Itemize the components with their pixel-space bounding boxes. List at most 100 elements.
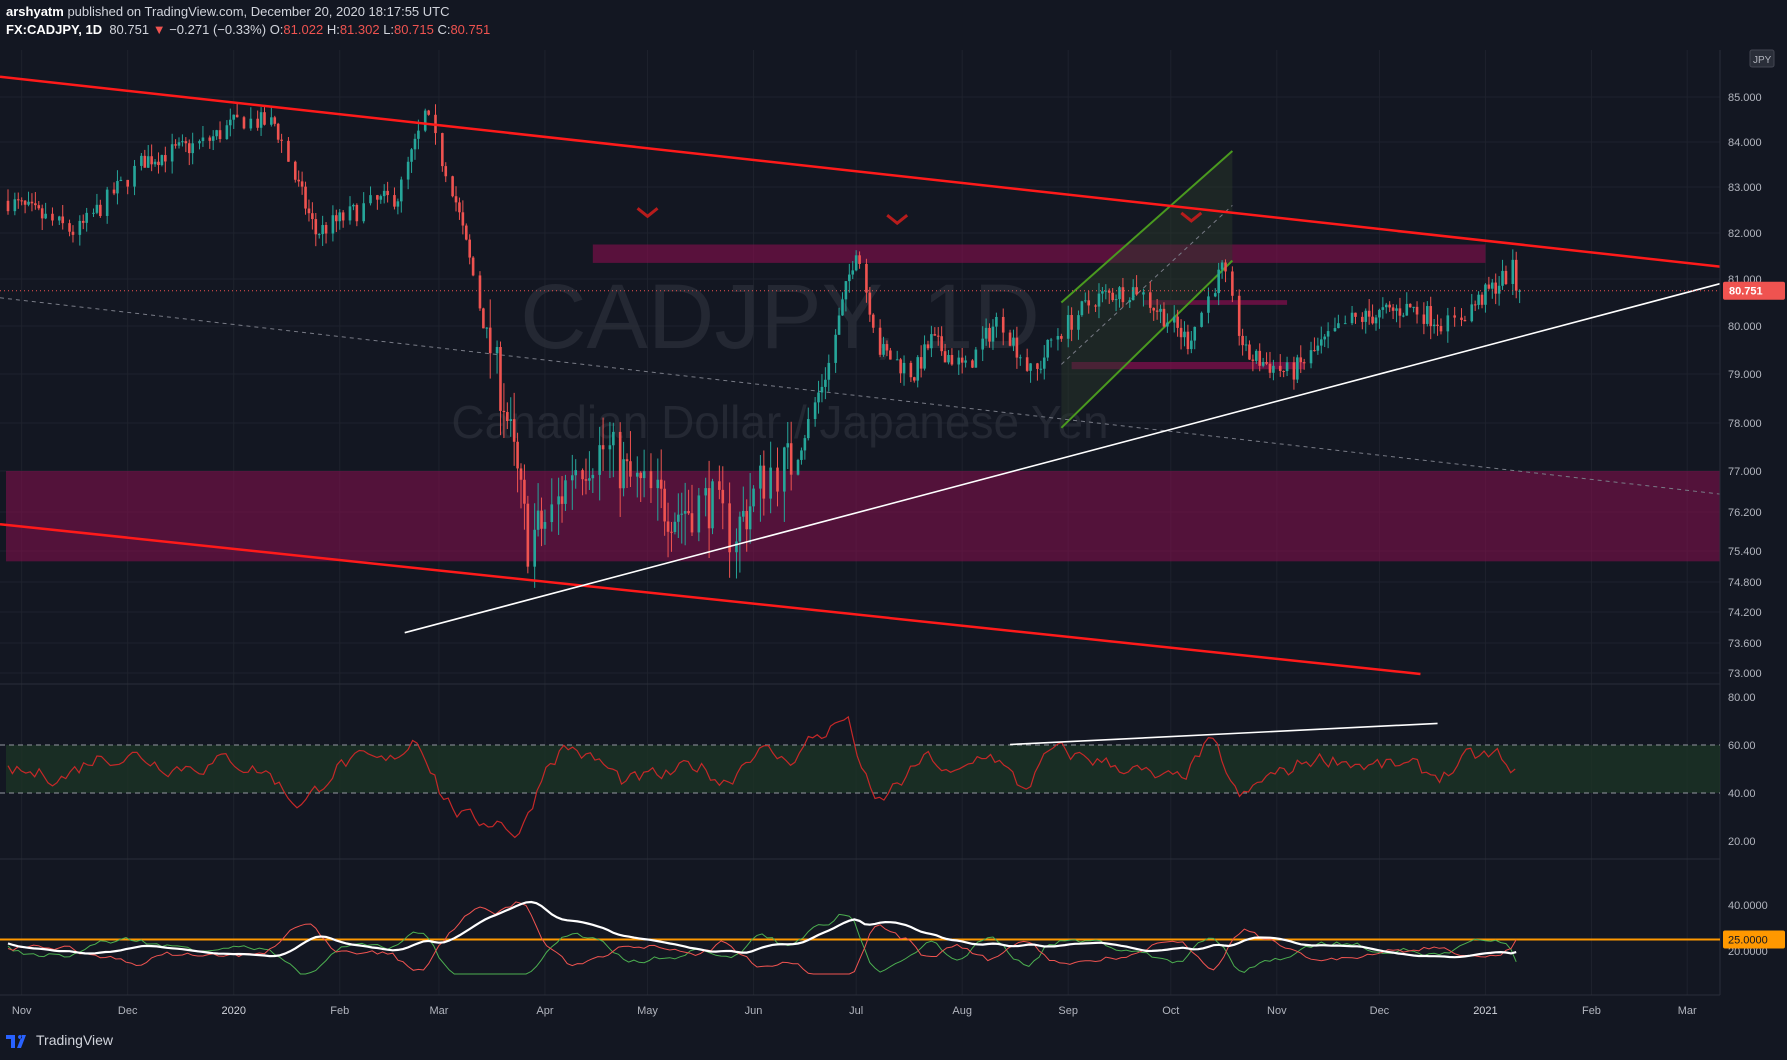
minor-zone: [1143, 300, 1288, 305]
candle-body: [776, 467, 779, 492]
price-tick-label: 85.000: [1728, 92, 1762, 104]
candle-body: [423, 110, 427, 131]
candle-body: [516, 441, 519, 469]
candle-body: [1415, 306, 1419, 315]
candle-body: [1354, 312, 1357, 317]
candle-body: [1278, 365, 1282, 371]
candle-body: [146, 156, 150, 168]
candle-body: [99, 204, 102, 216]
candle-body: [1490, 282, 1494, 289]
candle-body: [478, 275, 482, 309]
candle-body: [1179, 327, 1183, 338]
candle-body: [940, 336, 943, 352]
candle-body: [1285, 362, 1289, 372]
candle-body: [1364, 310, 1368, 322]
candle-body: [844, 281, 848, 300]
candle-body: [639, 472, 642, 479]
candle-body: [461, 212, 465, 226]
candle-body: [574, 470, 578, 476]
price-tick-label: 76.200: [1728, 507, 1762, 519]
candle-body: [1244, 344, 1248, 346]
candle-body: [889, 350, 892, 360]
candle-body: [324, 225, 328, 234]
candle-body: [1131, 287, 1135, 301]
candle-body: [242, 117, 246, 129]
candle-body: [1172, 316, 1176, 323]
candle-body: [1412, 306, 1415, 308]
resistance-zone: [592, 244, 1486, 263]
chart-canvas[interactable]: CADJPY, 1D Canadian Dollar / Japanese Yen…: [0, 0, 1787, 1030]
candle-body: [259, 112, 263, 128]
candle-body: [293, 161, 297, 180]
footer-brand-label: TradingView: [36, 1032, 114, 1048]
candle-body: [44, 213, 47, 219]
candle-body: [789, 443, 793, 475]
candle-body: [960, 357, 964, 363]
candle-body: [417, 130, 420, 139]
candle-body: [444, 166, 448, 177]
candle-body: [680, 513, 684, 515]
candle-body: [728, 503, 731, 553]
candle-body: [930, 334, 933, 349]
candle-body: [174, 144, 177, 146]
candle-body: [1231, 271, 1234, 296]
candle-body: [670, 531, 673, 533]
candle-body: [1039, 368, 1043, 370]
candle-body: [396, 201, 400, 207]
channel-lower: [1060, 259, 1234, 429]
candle-body: [119, 179, 123, 182]
time-tick-label: Nov: [1267, 1005, 1287, 1017]
candle-body: [201, 137, 205, 142]
support-zone: [6, 471, 1720, 562]
candle-body: [803, 438, 807, 451]
candle-body: [1408, 303, 1412, 308]
oscillator-line: [7, 715, 1516, 839]
candle-body: [1060, 336, 1063, 339]
adx-line: [7, 900, 1517, 959]
candle-body: [885, 344, 889, 351]
candle-body: [393, 195, 396, 207]
candle-body: [690, 513, 694, 533]
channel-upper: [1060, 150, 1234, 304]
candle-body: [1049, 339, 1053, 341]
candle-body: [540, 510, 543, 529]
candle-body: [748, 506, 752, 530]
candle-body: [427, 110, 430, 115]
candle-body: [1213, 293, 1217, 297]
candle-body: [1142, 292, 1145, 295]
footer-brand[interactable]: TradingView: [6, 1032, 113, 1048]
time-tick-label: Apr: [536, 1005, 553, 1017]
candle-body: [618, 431, 622, 489]
candle-body: [1261, 362, 1265, 366]
candle-body: [1121, 287, 1125, 303]
candle-body: [1367, 310, 1371, 317]
candle-body: [1070, 315, 1073, 330]
candle-body: [454, 196, 458, 203]
candle-body: [848, 274, 851, 282]
time-tick-label: Dec: [1370, 1005, 1390, 1017]
candle-body: [352, 204, 355, 207]
candle-body: [1384, 304, 1388, 308]
candle-body: [58, 216, 61, 221]
symbol-label[interactable]: FX:CADJPY, 1D: [6, 22, 103, 37]
candle-body: [40, 208, 44, 219]
candle-body: [495, 346, 499, 354]
candle-body: [933, 334, 937, 336]
candle-body: [533, 529, 536, 567]
candle-body: [943, 351, 947, 363]
candle-body: [841, 299, 844, 316]
candle-body: [1128, 300, 1132, 303]
candle-body: [68, 223, 71, 232]
candle-body: [191, 143, 194, 154]
upper-red-trendline: [0, 75, 1721, 268]
candle-body: [441, 133, 444, 167]
candle-body: [215, 130, 218, 137]
candle-body: [307, 208, 311, 214]
candle-body: [673, 521, 677, 532]
candle-body: [386, 190, 389, 196]
candle-body: [1077, 315, 1080, 330]
candle-body: [61, 216, 65, 224]
candle-body: [502, 410, 506, 413]
candle-body: [116, 181, 119, 194]
candle-body: [1111, 292, 1114, 301]
